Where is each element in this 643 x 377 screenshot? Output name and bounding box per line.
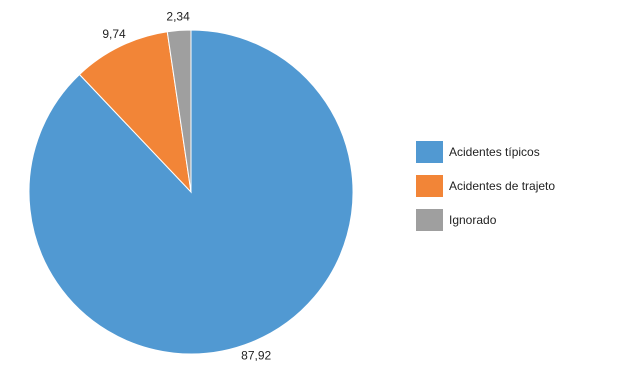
pie-data-labels: 87,92 9,74 2,34 [102, 10, 271, 363]
pie-data-label-3: 2,34 [166, 10, 190, 24]
legend-label-3: Ignorado [449, 213, 497, 227]
legend-label-1: Acidentes típicos [449, 145, 540, 159]
legend-swatch-3 [416, 209, 443, 231]
pie-data-label-2: 9,74 [102, 27, 126, 41]
legend-swatch-2 [416, 175, 443, 197]
pie-slice-2 [78, 31, 192, 194]
legend-label-2: Acidentes de trajeto [449, 179, 555, 193]
pie-slices [28, 29, 354, 355]
chart-legend: Acidentes típicos Acidentes de trajeto Ign… [416, 141, 555, 231]
pie-slice-3 [166, 29, 192, 193]
legend-swatch-1 [416, 141, 443, 163]
pie-data-label-1: 87,92 [241, 349, 271, 363]
